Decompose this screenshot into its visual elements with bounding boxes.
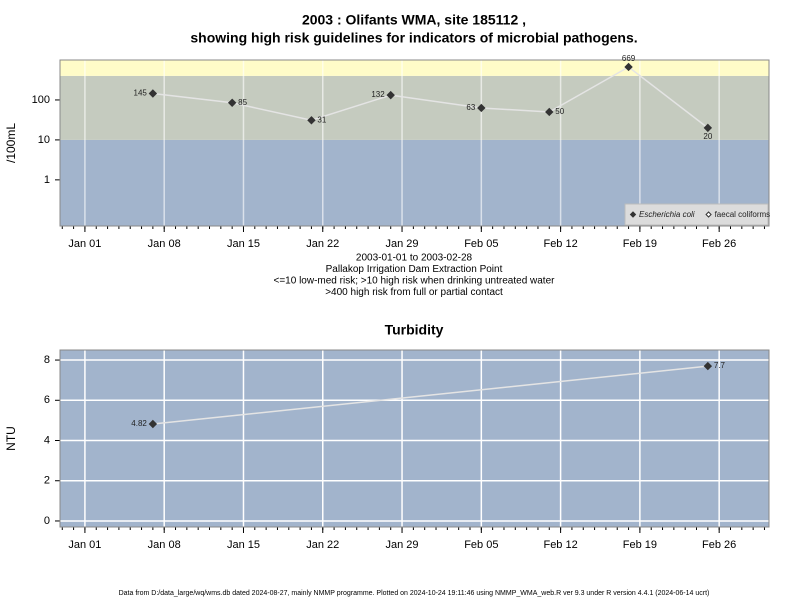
chart-note: >400 high risk from full or partial cont… (325, 287, 503, 298)
data-label: 7.7 (714, 361, 726, 370)
data-label: 20 (703, 132, 712, 141)
data-point (703, 361, 713, 371)
legend-marker (629, 211, 637, 218)
y-tick-label: 2 (44, 475, 50, 487)
chart-note: <=10 low-med risk; >10 high risk when dr… (274, 276, 556, 287)
data-label: 669 (622, 54, 636, 63)
x-tick-label: Jan 08 (148, 238, 181, 250)
x-tick-label: Feb 19 (623, 238, 657, 250)
series-line (152, 365, 708, 425)
data-label: 31 (317, 115, 326, 124)
plot-frame (59, 59, 770, 227)
legend-label: Escherichia coli (639, 210, 695, 219)
x-tick-label: Feb 19 (623, 539, 657, 551)
chart-note: Pallakop Irrigation Dam Extraction Point (326, 264, 503, 275)
y-axis-label: NTU (4, 426, 18, 451)
y-tick-label: 10 (38, 134, 50, 146)
data-point (624, 62, 633, 72)
risk-band (60, 60, 769, 76)
x-tick-label: Jan 01 (68, 539, 101, 551)
y-tick-label: 1 (44, 174, 50, 186)
x-tick-label: Feb 26 (702, 238, 736, 250)
data-point (148, 89, 158, 98)
x-tick-label: Jan 29 (386, 238, 419, 250)
plot-background (60, 350, 769, 527)
x-tick-label: Feb 05 (464, 539, 498, 551)
chart-title: 2003 : Olifants WMA, site 185112 , (302, 12, 526, 28)
x-tick-label: Jan 22 (306, 238, 339, 250)
x-tick-label: Jan 01 (68, 238, 101, 250)
chart-note: 2003-01-01 to 2003-02-28 (356, 253, 473, 264)
chart-title: showing high risk guidelines for indicat… (190, 30, 637, 46)
x-tick-label: Jan 08 (148, 539, 181, 551)
data-label: 145 (134, 89, 148, 98)
chart-title: Turbidity (385, 322, 444, 338)
data-point (148, 419, 158, 429)
x-tick-label: Jan 15 (227, 238, 260, 250)
risk-band (60, 75, 769, 140)
data-point (386, 90, 395, 100)
data-label: 4.82 (131, 419, 147, 428)
data-point (307, 116, 316, 125)
data-point (545, 107, 554, 117)
x-tick-label: Jan 29 (386, 539, 419, 551)
legend-marker (705, 211, 712, 218)
y-tick-label: 0 (44, 515, 50, 527)
legend-box (624, 203, 769, 226)
data-point (227, 98, 237, 107)
y-tick-label: 4 (44, 434, 50, 446)
x-tick-label: Feb 12 (543, 238, 577, 250)
y-tick-label: 6 (44, 394, 50, 406)
data-point (477, 103, 486, 113)
data-label: 132 (371, 90, 385, 99)
x-tick-label: Jan 22 (306, 539, 339, 551)
x-tick-label: Feb 05 (464, 238, 498, 250)
data-point (703, 123, 713, 133)
data-label: 85 (238, 98, 247, 107)
data-label: 63 (466, 103, 475, 112)
x-tick-label: Jan 15 (227, 539, 260, 551)
y-tick-label: 8 (44, 354, 50, 366)
legend-label: faecal coliforms (715, 210, 771, 219)
y-axis-label: /100mL (4, 123, 18, 163)
x-tick-label: Feb 26 (702, 539, 736, 551)
series-line (152, 66, 709, 129)
footer: Data from D:/data_large/wq/wms.db dated … (119, 590, 710, 597)
y-tick-label: 100 (32, 94, 50, 106)
x-tick-label: Feb 12 (543, 539, 577, 551)
plot-frame (59, 349, 770, 528)
data-label: 50 (555, 107, 564, 116)
